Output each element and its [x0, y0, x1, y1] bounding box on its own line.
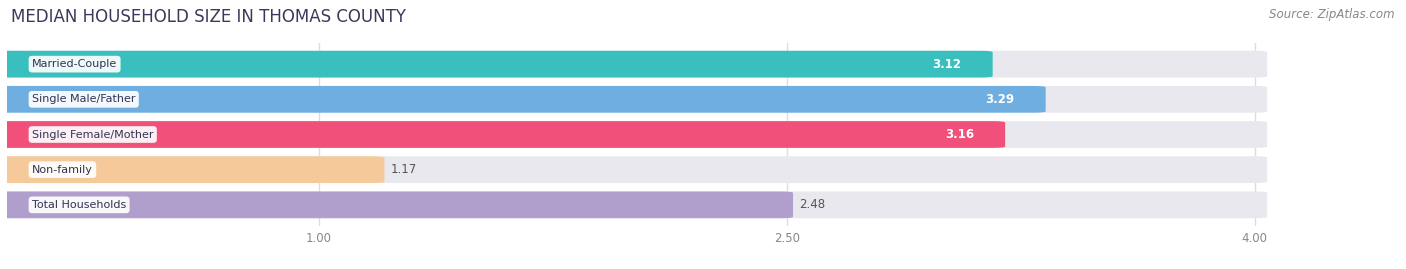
Text: Single Male/Father: Single Male/Father	[32, 94, 135, 104]
Text: 3.12: 3.12	[932, 58, 962, 71]
FancyBboxPatch shape	[0, 86, 1046, 113]
Text: Non-family: Non-family	[32, 165, 93, 175]
Text: Source: ZipAtlas.com: Source: ZipAtlas.com	[1270, 8, 1395, 21]
Text: MEDIAN HOUSEHOLD SIZE IN THOMAS COUNTY: MEDIAN HOUSEHOLD SIZE IN THOMAS COUNTY	[11, 8, 406, 26]
Text: 1.17: 1.17	[391, 163, 418, 176]
Text: 3.16: 3.16	[945, 128, 974, 141]
FancyBboxPatch shape	[0, 192, 793, 218]
Text: Single Female/Mother: Single Female/Mother	[32, 129, 153, 140]
Text: Total Households: Total Households	[32, 200, 127, 210]
FancyBboxPatch shape	[0, 86, 1267, 113]
FancyBboxPatch shape	[0, 156, 1267, 183]
Text: Married-Couple: Married-Couple	[32, 59, 117, 69]
FancyBboxPatch shape	[0, 51, 993, 77]
Text: 3.29: 3.29	[986, 93, 1015, 106]
FancyBboxPatch shape	[0, 156, 384, 183]
FancyBboxPatch shape	[0, 51, 1267, 77]
Text: 2.48: 2.48	[799, 198, 825, 211]
FancyBboxPatch shape	[0, 121, 1005, 148]
FancyBboxPatch shape	[0, 121, 1267, 148]
FancyBboxPatch shape	[0, 192, 1267, 218]
